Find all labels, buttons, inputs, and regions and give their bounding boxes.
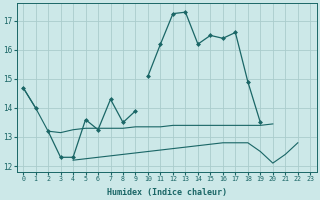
X-axis label: Humidex (Indice chaleur): Humidex (Indice chaleur): [107, 188, 227, 197]
